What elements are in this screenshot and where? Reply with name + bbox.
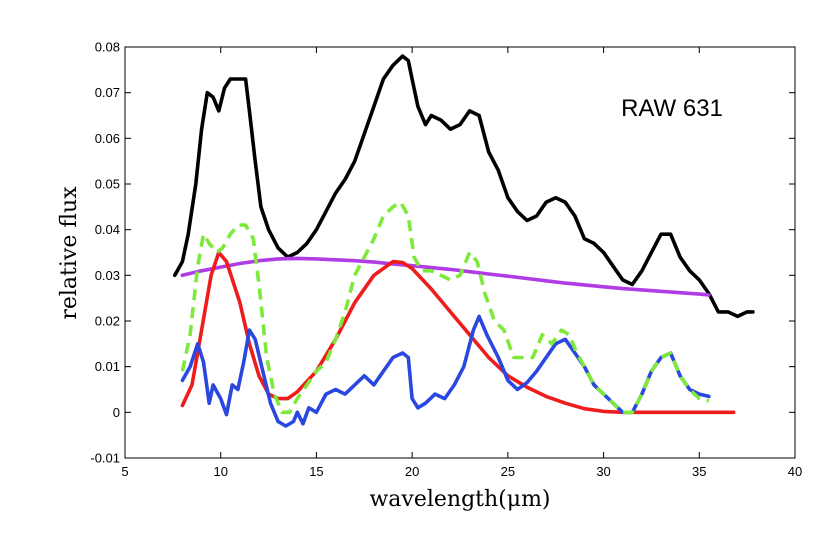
y-axis-title: relative flux: [57, 186, 82, 320]
y-tick-label: 0.04: [95, 222, 120, 237]
x-tick-label: 40: [788, 464, 802, 479]
x-axis-title: wavelength(μm): [369, 487, 550, 512]
y-tick-label: 0.06: [95, 131, 120, 146]
y-tick-label: 0.01: [95, 359, 120, 374]
x-tick-label: 10: [213, 464, 227, 479]
series-line-model: [180, 250, 736, 415]
x-tick-label: 5: [121, 464, 128, 479]
x-tick-label: 15: [309, 464, 323, 479]
series-line-continuum: [180, 256, 711, 297]
y-tick-label: 0.08: [95, 40, 120, 55]
series-layer: [173, 54, 755, 428]
y-tick-label: 0.03: [95, 268, 120, 283]
x-tick-label: 20: [405, 464, 419, 479]
y-axis: -0.01 0 0.01 0.02 0.03 0.04 0.05 0.06 0.07 0.08: [90, 40, 795, 466]
x-tick-label: 35: [692, 464, 706, 479]
y-tick-label: 0: [113, 405, 120, 420]
y-tick-label: 0.05: [95, 177, 120, 192]
series-line-component: [180, 314, 711, 428]
x-tick-label: 25: [501, 464, 515, 479]
y-tick-label: 0.07: [95, 85, 120, 100]
y-tick-label: -0.01: [90, 451, 120, 466]
series-line-combined-model: [180, 200, 710, 415]
x-axis: 5 10 15 20 25 30 35 40: [121, 47, 802, 479]
chart-annotation: RAW 631: [621, 95, 723, 122]
y-tick-label: 0.02: [95, 314, 120, 329]
x-tick-label: 30: [596, 464, 610, 479]
series-line-observed: [173, 54, 755, 319]
